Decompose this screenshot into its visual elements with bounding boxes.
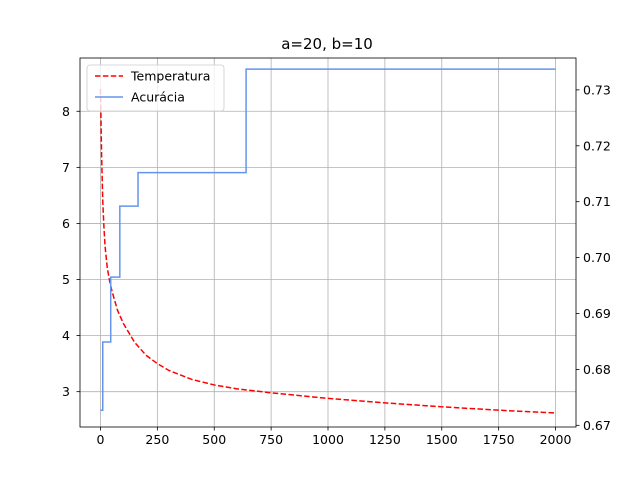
series-line-acuracia — [100, 68, 556, 411]
y2-tick-label: 0.73 — [583, 82, 611, 97]
y2-tick-label: 0.68 — [583, 362, 611, 377]
chart-title: a=20, b=10 — [281, 35, 373, 53]
x-tick-label: 0 — [97, 432, 105, 447]
y-tick-label: 4 — [62, 328, 70, 343]
grid — [80, 58, 576, 427]
series-line-temperatura — [99, 88, 556, 414]
y2-tick-label: 0.70 — [583, 250, 611, 265]
x-tick-label: 1750 — [483, 432, 515, 447]
y2-tick-label: 0.67 — [583, 418, 611, 433]
y-tick-label: 6 — [62, 216, 70, 231]
legend-label-temperatura: Temperatura — [130, 69, 210, 84]
y-tick-label: 7 — [62, 160, 70, 175]
x-tick-label: 500 — [202, 432, 226, 447]
y2-tick-label: 0.69 — [583, 306, 611, 321]
y-tick-label: 3 — [62, 384, 70, 399]
x-tick-label: 1500 — [426, 432, 458, 447]
legend: Temperatura Acurácia — [86, 64, 225, 112]
y2-tick-label: 0.72 — [583, 138, 611, 153]
y-tick-label: 5 — [62, 272, 70, 287]
x-tick-label: 750 — [259, 432, 283, 447]
y-tick-label: 8 — [62, 104, 70, 119]
y2-tick-label: 0.71 — [583, 194, 611, 209]
plot-area — [99, 68, 556, 414]
x-tick-label: 1000 — [312, 432, 344, 447]
x-tick-label: 250 — [145, 432, 169, 447]
axes: 0 250 500 750 1000 1250 1500 1750 2000 3 4 5 6 7 8 0.67… — [62, 57, 611, 447]
x-tick-label: 2000 — [540, 432, 572, 447]
legend-label-acuracia: Acurácia — [131, 90, 185, 105]
x-tick-label: 1250 — [369, 432, 401, 447]
